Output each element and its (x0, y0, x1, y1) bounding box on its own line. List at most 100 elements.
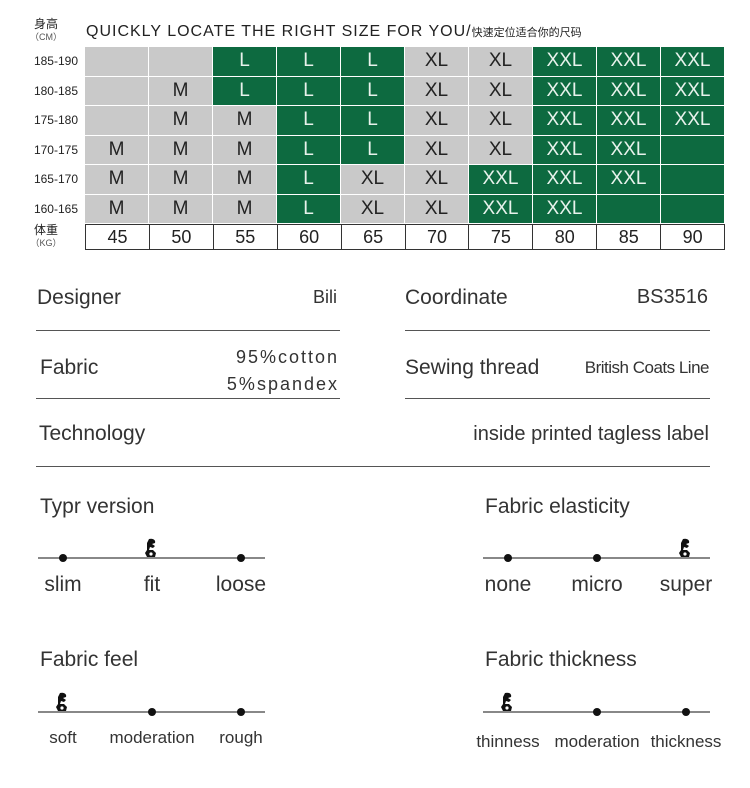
size-cell: XL (469, 106, 533, 136)
technology-label: Technology (39, 422, 146, 445)
size-cell: M (149, 165, 213, 195)
size-cell: M (149, 135, 213, 165)
size-cell: M (85, 135, 149, 165)
size-cell: XL (405, 194, 469, 224)
elasticity-option: super (659, 573, 713, 596)
technology-value: inside printed tagless label (473, 423, 709, 445)
fabric-label: Fabric (40, 356, 99, 379)
size-row: L L L XL XL XXL XXL XXL (85, 47, 725, 77)
size-cell: L (213, 47, 277, 77)
size-cell: XXL (469, 165, 533, 195)
size-cell: XXL (533, 47, 597, 77)
divider (405, 330, 710, 331)
weight-row: 45 50 55 60 65 70 75 80 85 90 (85, 224, 725, 250)
size-cell: L (277, 106, 341, 136)
weight-cell: 80 (533, 225, 598, 249)
size-cell: L (341, 135, 405, 165)
height-range: 185-190 (33, 54, 78, 68)
size-cell: L (341, 106, 405, 136)
scale-dot (237, 554, 245, 562)
size-cell: L (341, 47, 405, 77)
thickness-title: Fabric thickness (485, 648, 637, 671)
elasticity-title: Fabric elasticity (485, 495, 630, 518)
type-option: slim (44, 573, 82, 596)
elasticity-option: micro (571, 573, 623, 596)
type-option: fit (143, 573, 161, 596)
size-cell: XXL (597, 76, 661, 106)
size-cell: L (277, 47, 341, 77)
type-scale-line (38, 557, 265, 559)
size-cell: XXL (661, 76, 725, 106)
height-range: 170-175 (33, 142, 78, 157)
size-cell: L (277, 165, 341, 195)
weight-cell: 90 (682, 226, 703, 247)
fabric-value-2: 5%spandex (226, 374, 339, 394)
weight-label: 体重 (33, 223, 58, 237)
feel-option: soft (49, 728, 77, 747)
type-title: Typr version (40, 495, 155, 518)
weight-cell: 60 (278, 225, 342, 249)
thread-value: British Coats Line (584, 358, 710, 377)
size-cell: XL (405, 165, 469, 195)
size-cell: XXL (533, 165, 597, 195)
size-cell: L (341, 76, 405, 106)
height-range: 175-180 (33, 113, 78, 127)
size-cell: XXL (533, 194, 597, 224)
scale-dot (593, 708, 601, 716)
divider (36, 466, 710, 467)
size-cell: XL (405, 76, 469, 106)
weight-cell: 55 (214, 225, 278, 249)
feel-title: Fabric feel (40, 648, 139, 671)
size-cell: XL (341, 194, 405, 224)
selected-marker-icon (678, 538, 694, 558)
elasticity-option: none (484, 573, 532, 596)
designer-value: Bili (312, 287, 337, 307)
type-option: loose (215, 573, 267, 596)
weight-cell: 75 (469, 225, 534, 249)
size-cell: XXL (597, 106, 661, 136)
size-cell: XL (469, 135, 533, 165)
size-cell: XXL (661, 106, 725, 136)
divider (36, 398, 340, 399)
size-cell: XXL (597, 135, 661, 165)
height-range: 165-170 (33, 172, 78, 186)
divider (36, 330, 340, 331)
selected-marker-icon (144, 538, 160, 558)
size-cell: XL (469, 47, 533, 77)
size-cell: XL (405, 135, 469, 165)
size-cell (149, 47, 213, 77)
thread-label: Sewing thread (405, 356, 540, 379)
weight-cell: 50 (150, 225, 214, 249)
fabric-value-1: 95%cotton (235, 347, 339, 367)
size-cell: M (213, 165, 277, 195)
title-en: QUICKLY LOCATE THE RIGHT SIZE FOR YOU/ (86, 23, 472, 40)
size-cell: L (213, 76, 277, 106)
thickness-option: moderation (554, 732, 640, 751)
size-cell: M (213, 194, 277, 224)
title-cn: 快速定位适合你的尺码 (471, 27, 582, 39)
size-cell (85, 106, 149, 136)
size-cell (597, 194, 661, 224)
coordinate-value: BS3516 (636, 286, 708, 308)
size-row: M M M L L XL XL XXL XXL (85, 135, 725, 165)
size-cell: XL (405, 47, 469, 77)
size-cell: XXL (661, 47, 725, 77)
size-cell: XXL (533, 76, 597, 106)
height-header: 身高 （CM） (28, 18, 64, 44)
weight-unit: （KG） (30, 238, 62, 248)
size-cell: XXL (597, 165, 661, 195)
size-cell: XXL (533, 106, 597, 136)
feel-option: rough (219, 728, 263, 747)
thickness-option: thickness (650, 732, 722, 751)
divider (405, 398, 710, 399)
height-range: 180-185 (33, 83, 78, 98)
weight-cell: 70 (406, 225, 470, 249)
scale-dot (682, 708, 690, 716)
size-cell: M (85, 165, 149, 195)
size-row: M M L L XL XL XXL XXL XXL (85, 106, 725, 136)
size-cell: M (149, 194, 213, 224)
size-cell: M (213, 106, 277, 136)
size-cell (661, 165, 725, 195)
size-cell: XL (341, 165, 405, 195)
size-cell: XXL (469, 194, 533, 224)
